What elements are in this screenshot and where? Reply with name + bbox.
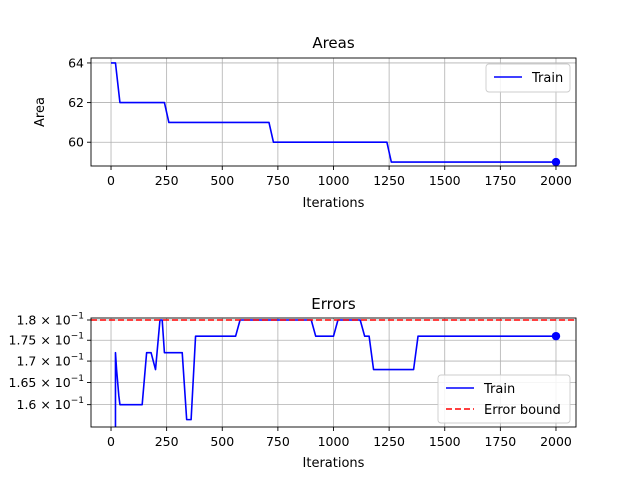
y-tick-label: 1.7 × 10−1 <box>17 353 85 369</box>
x-tick-label: 1250 <box>373 173 405 188</box>
legend: Train <box>485 63 571 93</box>
chart-1: 0 250 500 750 1000 1250 1500 1750 2000 1.6 × 10−1… <box>9 295 577 471</box>
x-tick-label: 1250 <box>373 434 405 449</box>
y-tick-label: 1.8 × 10−1 <box>17 311 85 327</box>
legend: Train Error bound <box>437 374 571 424</box>
x-tick-label: 0 <box>107 173 115 188</box>
x-tick-label: 0 <box>107 434 115 449</box>
y-tick-label: 64 <box>68 55 84 70</box>
x-tick-label: 2000 <box>540 434 572 449</box>
x-tick-label: 250 <box>155 434 179 449</box>
x-axis-label: Iterations <box>303 196 365 211</box>
x-axis-label: Iterations <box>303 456 365 471</box>
series-end-marker <box>551 331 561 341</box>
legend-box <box>437 374 571 424</box>
series-line-train <box>111 62 556 163</box>
y-tick-label: 62 <box>68 95 84 110</box>
x-tick-label: 750 <box>266 173 290 188</box>
series-end-marker <box>551 157 561 167</box>
y-tick-label: 1.6 × 10−1 <box>17 396 85 412</box>
x-tick-label: 1500 <box>429 434 461 449</box>
x-tick-label: 1750 <box>484 434 516 449</box>
x-tick-label: 500 <box>210 173 234 188</box>
y-tick-label: 1.65 × 10−1 <box>9 374 84 390</box>
x-tick-label: 1000 <box>318 434 350 449</box>
chart-title: Areas <box>312 34 355 52</box>
chart-0: 0 250 500 750 1000 1250 1500 1750 2000 60 62 64 Area… <box>33 34 577 211</box>
y-tick-label: 1.75 × 10−1 <box>9 332 84 348</box>
legend-label: Train <box>531 71 563 86</box>
series-line-train <box>114 319 556 427</box>
y-tick-label: 60 <box>68 135 84 150</box>
x-tick-label: 1000 <box>318 173 350 188</box>
legend-label: Train <box>483 382 515 397</box>
chart-title: Errors <box>311 295 356 313</box>
y-axis-label: Area <box>33 97 48 127</box>
x-tick-label: 2000 <box>540 173 572 188</box>
x-tick-label: 1500 <box>429 173 461 188</box>
x-tick-label: 250 <box>155 173 179 188</box>
legend-label: Error bound <box>484 403 561 418</box>
x-tick-label: 1750 <box>484 173 516 188</box>
legend-box <box>485 63 571 93</box>
x-tick-label: 500 <box>210 434 234 449</box>
x-tick-label: 750 <box>266 434 290 449</box>
